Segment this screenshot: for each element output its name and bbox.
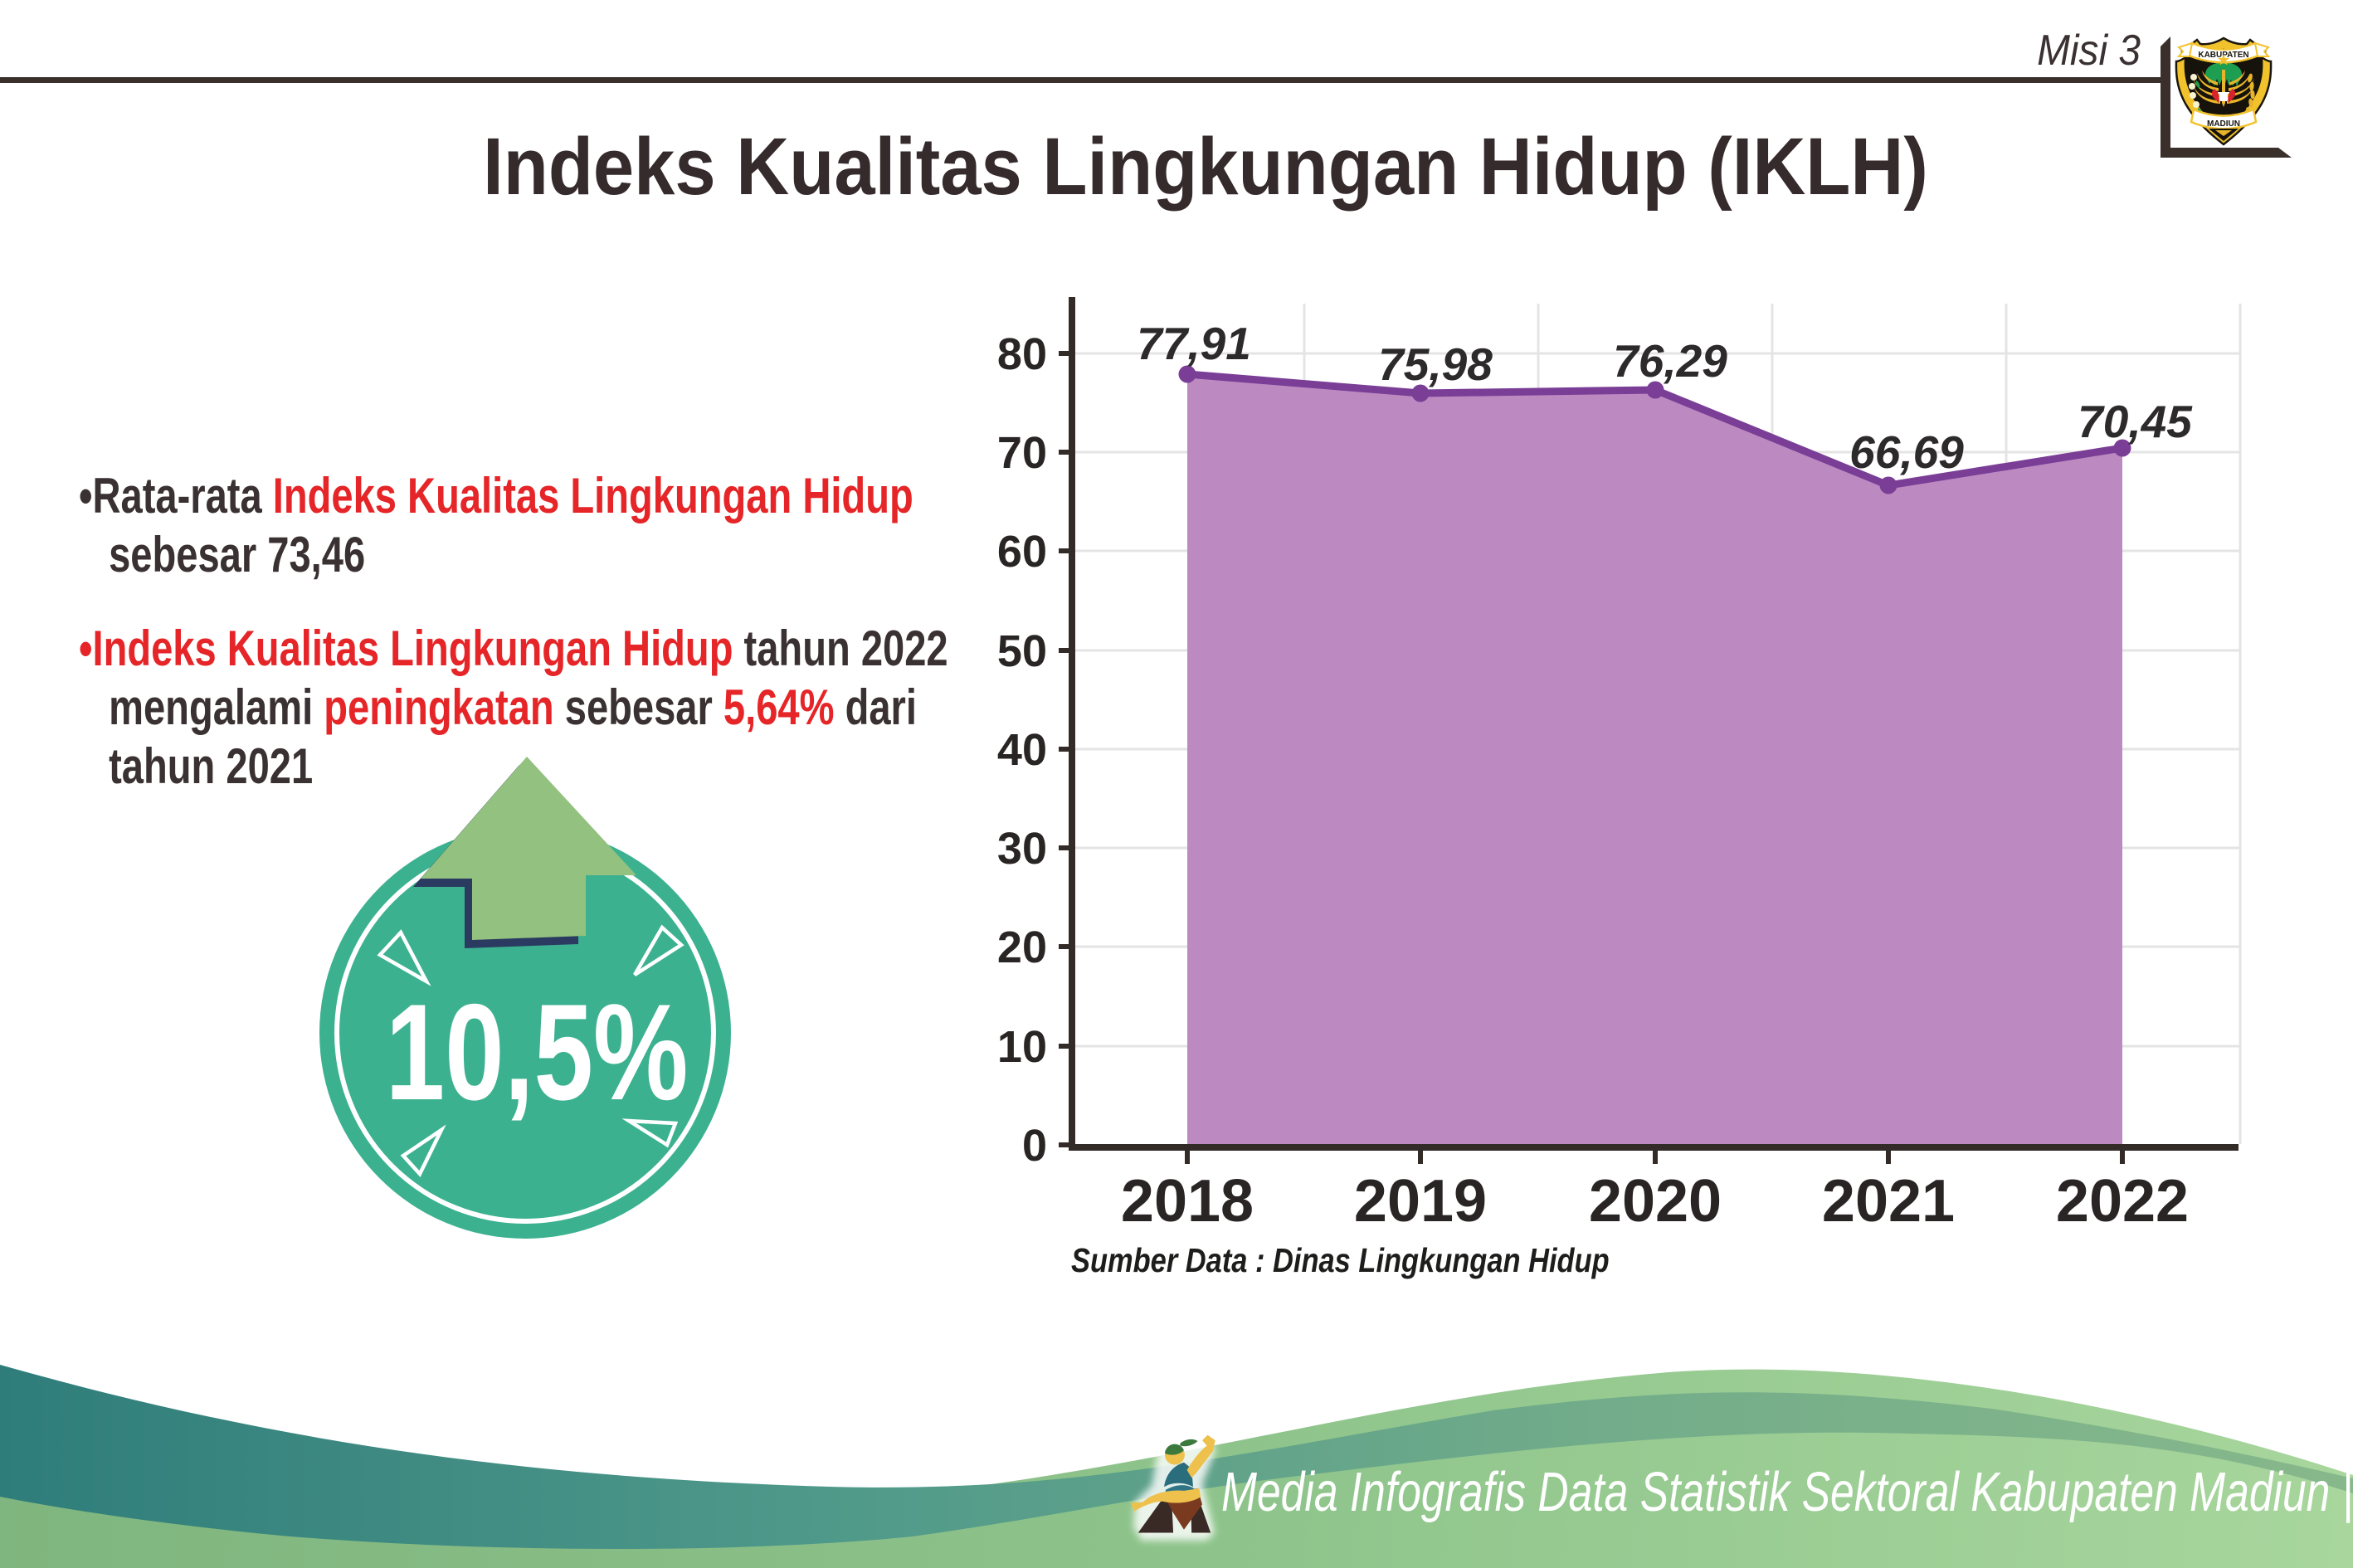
svg-text:20: 20 <box>997 923 1047 972</box>
svg-text:2018: 2018 <box>1121 1168 1254 1234</box>
svg-text:2019: 2019 <box>1354 1168 1487 1234</box>
svg-text:40: 40 <box>997 725 1047 775</box>
svg-text:75,98: 75,98 <box>1378 338 1493 390</box>
svg-text:66,69: 66,69 <box>1849 426 1964 478</box>
svg-text:10: 10 <box>997 1022 1047 1072</box>
svg-text:80: 80 <box>997 329 1047 379</box>
svg-text:2021: 2021 <box>1822 1168 1955 1234</box>
svg-text:2022: 2022 <box>2056 1168 2189 1234</box>
svg-text:2020: 2020 <box>1589 1168 1722 1234</box>
svg-text:30: 30 <box>997 824 1047 874</box>
svg-text:10,5%: 10,5% <box>386 976 689 1129</box>
svg-text:76,29: 76,29 <box>1613 335 1727 387</box>
svg-text:50: 50 <box>997 626 1047 676</box>
svg-text:77,91: 77,91 <box>1137 318 1251 369</box>
svg-text:MADIUN: MADIUN <box>2207 119 2240 129</box>
svg-text:70,45: 70,45 <box>2078 396 2193 447</box>
svg-text:0: 0 <box>1022 1121 1047 1171</box>
svg-text:70: 70 <box>997 428 1047 478</box>
svg-text:60: 60 <box>997 527 1047 577</box>
